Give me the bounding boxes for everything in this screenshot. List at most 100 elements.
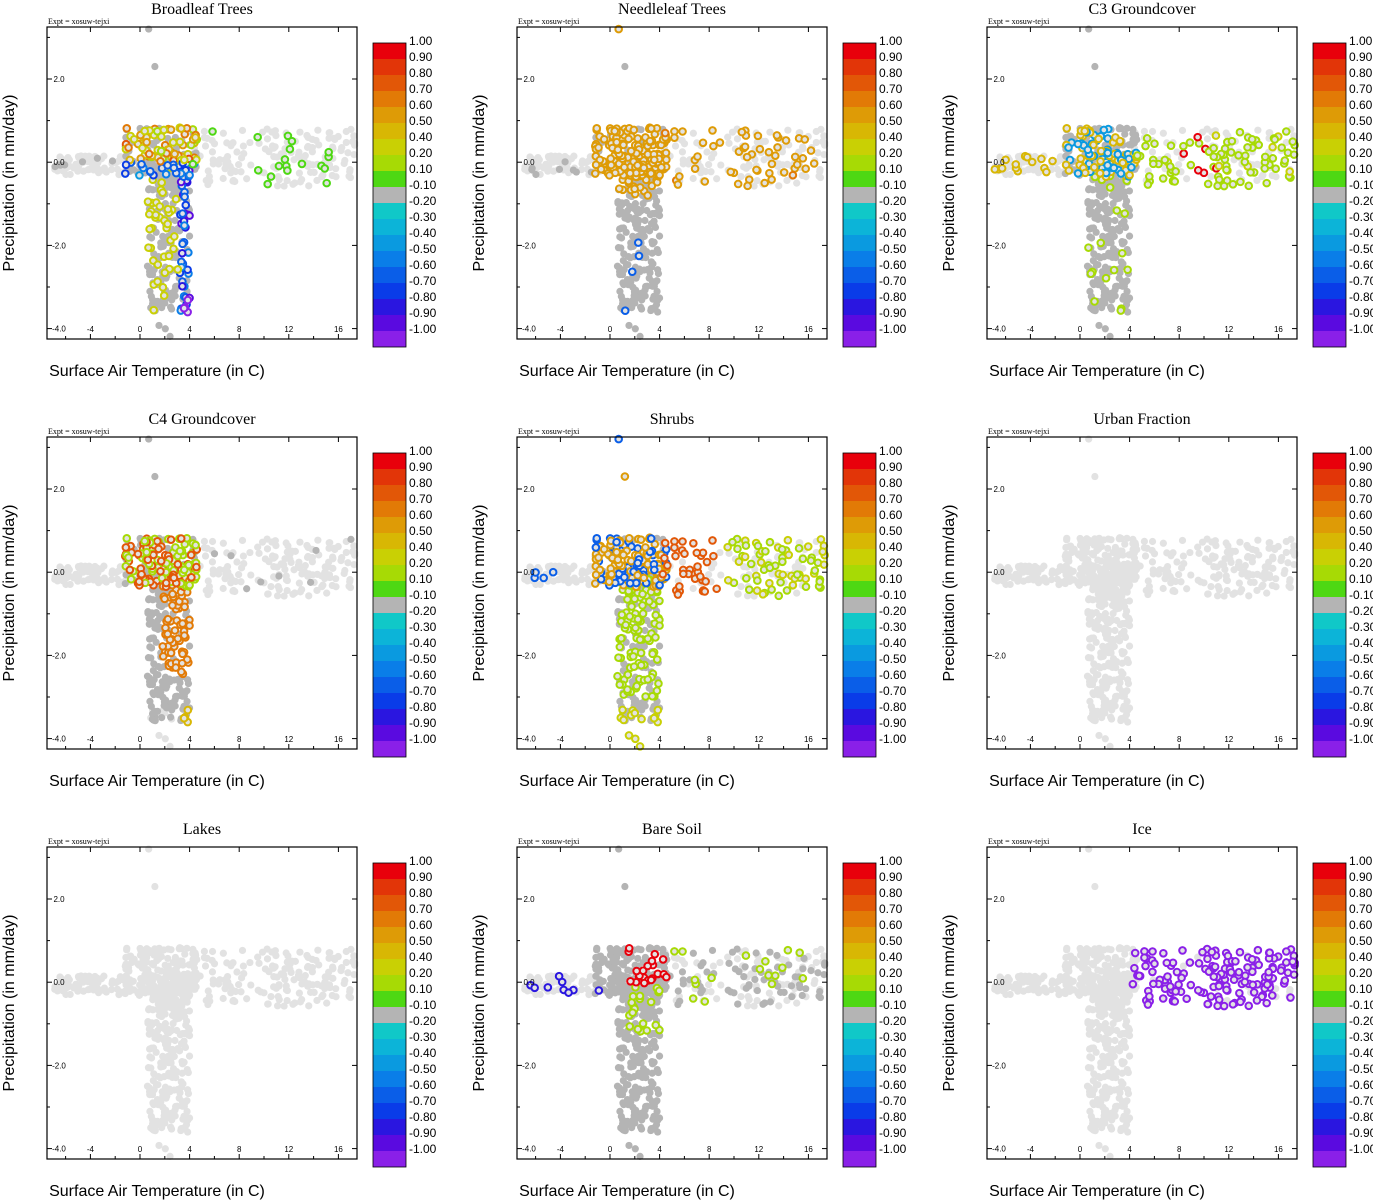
data-point — [612, 537, 621, 547]
data-point — [582, 158, 590, 167]
panel-title: C4 Groundcover — [148, 411, 256, 428]
data-point — [641, 216, 649, 225]
data-point — [1131, 539, 1139, 547]
colorbar-swatch — [1313, 123, 1346, 139]
colorbar-swatch — [1313, 453, 1346, 469]
data-point — [246, 548, 254, 557]
data-point — [619, 162, 629, 172]
data-point — [1040, 562, 1048, 570]
y-tick-label: 2.0 — [993, 485, 1005, 494]
data-point — [1123, 277, 1131, 285]
data-point — [1253, 176, 1261, 185]
colorbar-swatch — [1313, 613, 1346, 629]
data-point — [126, 574, 136, 584]
data-point — [630, 708, 640, 718]
data-point — [219, 584, 227, 593]
y-tick-label: 2.0 — [53, 485, 65, 494]
data-point — [812, 138, 820, 147]
data-point — [648, 240, 657, 248]
data-point — [1101, 299, 1109, 307]
data-point — [638, 601, 647, 610]
data-point — [1228, 179, 1238, 189]
data-point — [180, 192, 189, 202]
data-point — [108, 157, 117, 165]
data-point — [655, 187, 664, 195]
data-point — [1231, 547, 1239, 555]
data-point — [599, 134, 609, 144]
data-point — [1241, 568, 1249, 576]
y-tick-label: -2.0 — [52, 651, 66, 660]
data-point — [1123, 687, 1131, 695]
x-tick-label: 0 — [608, 735, 613, 744]
colorbar-label: 0.90 — [409, 50, 433, 64]
x-tick-label: 4 — [1127, 325, 1132, 334]
data-point — [1268, 154, 1278, 163]
data-point — [779, 161, 787, 169]
colorbar-label: -0.80 — [879, 700, 907, 714]
colorbar-swatch — [1313, 235, 1346, 251]
data-point — [627, 602, 636, 611]
data-point — [1170, 177, 1180, 186]
data-point — [159, 125, 169, 135]
data-point — [275, 572, 283, 580]
data-point — [274, 161, 284, 171]
data-point — [1140, 537, 1148, 545]
data-point — [1260, 152, 1270, 162]
colorbar-swatch — [373, 709, 406, 725]
data-point — [1173, 148, 1181, 156]
data-point — [737, 582, 745, 591]
data-point — [85, 575, 94, 583]
data-point — [1209, 152, 1219, 161]
data-point — [144, 209, 154, 219]
data-point — [271, 143, 279, 151]
x-axis-label: Surface Air Temperature (in C) — [989, 773, 1205, 790]
data-point — [655, 621, 664, 630]
data-point — [175, 137, 185, 147]
data-point — [775, 182, 783, 190]
data-point — [618, 296, 627, 304]
data-point — [232, 167, 240, 176]
data-point — [625, 321, 633, 330]
data-point — [133, 549, 143, 559]
data-point — [121, 160, 131, 170]
colorbar-label: 0.90 — [879, 50, 903, 64]
colorbar-label: 1.00 — [1349, 444, 1373, 458]
data-point — [271, 553, 279, 561]
data-point — [152, 1031, 160, 1039]
data-point — [1235, 169, 1243, 177]
colorbar-swatch — [843, 629, 876, 645]
data-point — [655, 580, 664, 590]
data-point — [1104, 615, 1112, 623]
x-tick-label: -4 — [557, 735, 565, 744]
data-point — [209, 160, 217, 168]
data-point — [625, 169, 635, 178]
data-point — [170, 232, 179, 241]
data-point — [200, 537, 208, 545]
data-point — [632, 681, 642, 691]
data-point — [728, 128, 737, 136]
data-point — [728, 537, 737, 547]
data-point — [1099, 599, 1107, 607]
data-point — [712, 584, 721, 594]
data-point — [232, 577, 240, 586]
colorbar-swatch — [843, 613, 876, 629]
data-point — [167, 1059, 175, 1067]
data-point — [648, 209, 657, 218]
data-point — [156, 157, 165, 166]
data-point — [184, 1086, 192, 1094]
data-point — [1236, 588, 1244, 596]
data-point — [328, 171, 336, 180]
data-point — [151, 472, 159, 481]
data-point — [689, 174, 697, 183]
data-point — [1101, 325, 1109, 333]
data-point — [662, 155, 671, 165]
data-point — [1127, 163, 1136, 172]
colorbar-label: 0.60 — [879, 508, 903, 522]
data-point — [655, 232, 664, 240]
data-point — [253, 165, 263, 175]
data-point — [303, 131, 311, 140]
data-point — [1253, 586, 1261, 595]
colorbar-label: -0.40 — [879, 226, 907, 240]
data-point — [167, 305, 176, 313]
